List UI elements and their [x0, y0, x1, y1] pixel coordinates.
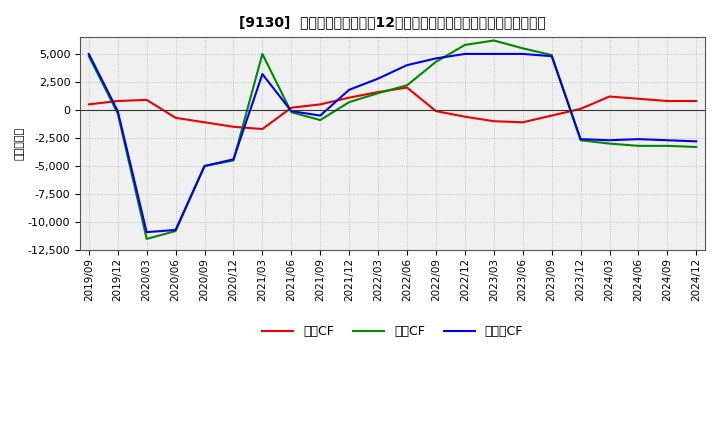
営業CF — [461, 114, 469, 119]
フリーCF — [374, 76, 382, 81]
フリーCF — [114, 109, 122, 114]
フリーCF — [229, 157, 238, 162]
営業CF — [547, 113, 556, 118]
フリーCF — [345, 87, 354, 92]
フリーCF — [287, 109, 296, 114]
フリーCF — [316, 113, 325, 118]
営業CF — [114, 99, 122, 104]
営業CF — [490, 118, 498, 124]
フリーCF — [490, 51, 498, 57]
フリーCF — [84, 51, 93, 57]
投賃CF — [229, 158, 238, 163]
投賃CF — [143, 236, 151, 242]
営業CF — [287, 105, 296, 110]
営業CF — [663, 99, 672, 104]
投賃CF — [547, 52, 556, 58]
営業CF — [431, 109, 440, 114]
投賃CF — [345, 99, 354, 105]
投賃CF — [374, 91, 382, 96]
投賃CF — [402, 83, 411, 88]
フリーCF — [606, 138, 614, 143]
フリーCF — [402, 62, 411, 68]
投賃CF — [490, 38, 498, 43]
Legend: 営業CF, 投賃CF, フリーCF: 営業CF, 投賃CF, フリーCF — [257, 320, 528, 343]
投賃CF — [258, 51, 266, 57]
フリーCF — [143, 230, 151, 235]
投賃CF — [171, 228, 180, 234]
フリーCF — [258, 71, 266, 77]
フリーCF — [634, 136, 643, 142]
営業CF — [258, 126, 266, 132]
フリーCF — [171, 227, 180, 233]
Line: フリーCF: フリーCF — [89, 54, 696, 232]
投賃CF — [287, 110, 296, 115]
営業CF — [171, 115, 180, 121]
投賃CF — [663, 143, 672, 148]
営業CF — [402, 85, 411, 90]
投賃CF — [576, 138, 585, 143]
投賃CF — [431, 59, 440, 64]
営業CF — [229, 124, 238, 129]
投賃CF — [606, 141, 614, 146]
Y-axis label: （百万円）: （百万円） — [15, 127, 25, 160]
投賃CF — [518, 46, 527, 51]
営業CF — [374, 89, 382, 95]
フリーCF — [576, 136, 585, 142]
フリーCF — [518, 51, 527, 57]
営業CF — [200, 120, 209, 125]
投賃CF — [692, 144, 701, 150]
Line: 営業CF: 営業CF — [89, 88, 696, 129]
フリーCF — [200, 163, 209, 169]
フリーCF — [547, 54, 556, 59]
営業CF — [84, 102, 93, 107]
営業CF — [518, 120, 527, 125]
フリーCF — [431, 56, 440, 61]
営業CF — [576, 106, 585, 111]
投賃CF — [316, 117, 325, 123]
Title: [9130]  キャッシュフローの12か月移動合計の対前年同期増減額の推移: [9130] キャッシュフローの12か月移動合計の対前年同期増減額の推移 — [239, 15, 546, 29]
投賃CF — [634, 143, 643, 148]
投賃CF — [84, 54, 93, 59]
営業CF — [345, 95, 354, 100]
営業CF — [606, 94, 614, 99]
Line: 投賃CF: 投賃CF — [89, 40, 696, 239]
フリーCF — [461, 51, 469, 57]
フリーCF — [692, 139, 701, 144]
営業CF — [692, 99, 701, 104]
営業CF — [143, 97, 151, 103]
営業CF — [316, 102, 325, 107]
投賃CF — [461, 42, 469, 48]
投賃CF — [114, 111, 122, 116]
営業CF — [634, 96, 643, 101]
投賃CF — [200, 163, 209, 169]
フリーCF — [663, 138, 672, 143]
